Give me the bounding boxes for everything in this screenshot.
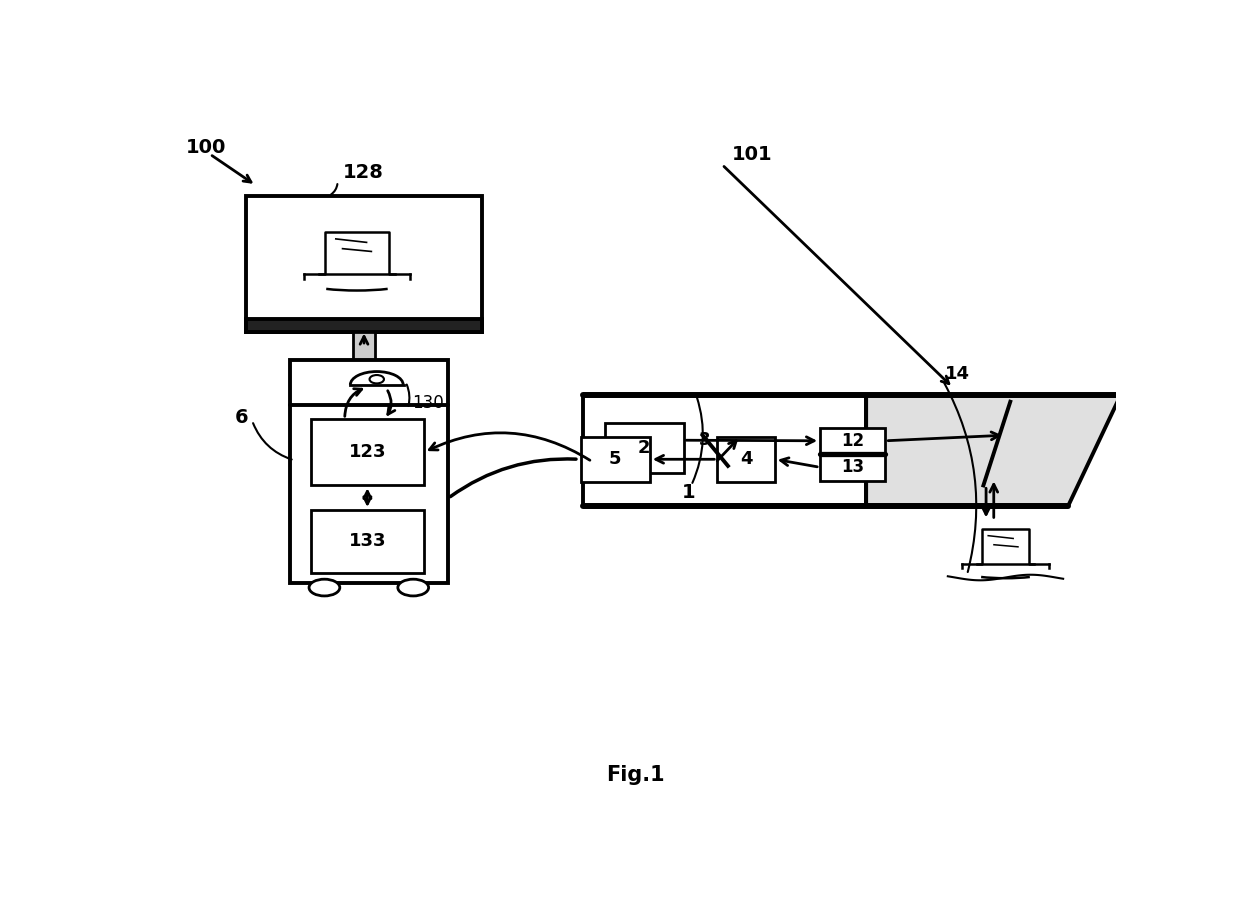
Bar	[353, 332, 374, 367]
FancyArrowPatch shape	[253, 423, 291, 459]
Ellipse shape	[309, 579, 340, 596]
FancyArrowPatch shape	[945, 383, 976, 572]
Text: 100: 100	[186, 138, 226, 157]
FancyArrowPatch shape	[656, 456, 714, 463]
Text: 12: 12	[841, 432, 864, 449]
Polygon shape	[866, 395, 1121, 506]
Text: 13: 13	[841, 458, 864, 477]
FancyArrowPatch shape	[686, 437, 815, 445]
FancyArrowPatch shape	[724, 167, 949, 383]
Text: 3: 3	[699, 431, 711, 449]
FancyArrowPatch shape	[888, 432, 999, 440]
Text: 123: 123	[348, 443, 386, 461]
Bar	[247, 196, 481, 332]
FancyArrowPatch shape	[450, 459, 577, 496]
Text: 5: 5	[609, 450, 621, 468]
Ellipse shape	[370, 375, 384, 383]
FancyArrowPatch shape	[345, 389, 362, 417]
Bar	[311, 510, 424, 573]
FancyArrowPatch shape	[982, 488, 990, 515]
Polygon shape	[583, 395, 866, 506]
Text: 2: 2	[637, 439, 651, 457]
Bar	[717, 437, 775, 482]
FancyArrowPatch shape	[212, 156, 250, 182]
Text: 101: 101	[732, 145, 773, 164]
Bar	[311, 419, 424, 486]
Text: 128: 128	[342, 163, 383, 182]
Bar	[820, 454, 885, 480]
Text: 14: 14	[945, 365, 970, 383]
Bar	[605, 422, 683, 473]
Bar	[290, 360, 448, 583]
Bar	[580, 437, 650, 482]
Bar	[247, 320, 481, 332]
Text: 6: 6	[234, 408, 248, 427]
FancyArrowPatch shape	[407, 384, 409, 406]
FancyArrowPatch shape	[363, 491, 371, 504]
FancyArrowPatch shape	[781, 458, 817, 467]
FancyArrowPatch shape	[331, 184, 337, 195]
FancyArrowPatch shape	[692, 398, 703, 483]
FancyArrowPatch shape	[990, 485, 998, 517]
FancyArrowPatch shape	[360, 336, 368, 344]
Ellipse shape	[398, 579, 429, 596]
FancyArrowPatch shape	[717, 441, 737, 461]
FancyArrowPatch shape	[388, 390, 394, 414]
Text: 1: 1	[682, 483, 696, 502]
FancyArrowPatch shape	[429, 433, 590, 460]
Text: 4: 4	[740, 450, 753, 468]
Text: Fig.1: Fig.1	[606, 765, 665, 785]
Bar	[820, 428, 885, 454]
Text: 133: 133	[348, 532, 386, 550]
Text: 130: 130	[413, 394, 444, 412]
